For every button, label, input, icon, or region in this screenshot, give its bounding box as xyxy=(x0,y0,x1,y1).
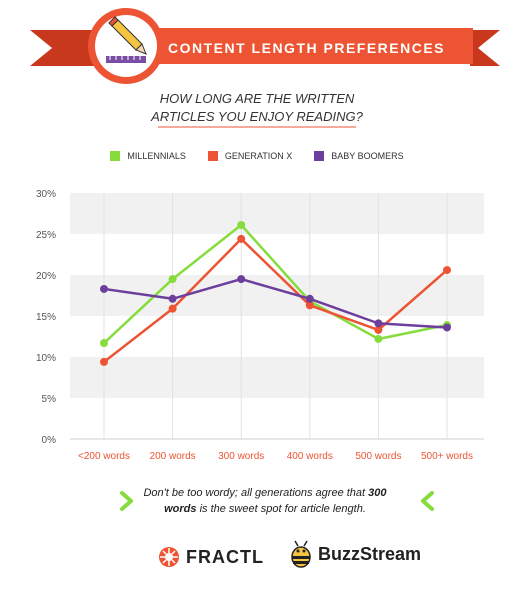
x-tick-label: 200 words xyxy=(150,451,196,462)
legend-label-millennials: MILLENNIALS xyxy=(127,151,186,161)
question-line-2: ARTICLES YOU ENJOY READING? xyxy=(151,109,363,124)
x-tick-label: 500 words xyxy=(355,451,401,462)
banner-tail-right xyxy=(470,30,500,66)
buzzstream-logo: BuzzStream xyxy=(290,540,422,568)
data-point-generation-x xyxy=(168,304,177,313)
chart-caption: Don't be too wordy; all generations agre… xyxy=(140,485,390,517)
legend-item-millennials: MILLENNIALS xyxy=(110,148,186,164)
data-point-generation-x xyxy=(305,301,314,310)
data-point-generation-x xyxy=(100,357,108,366)
data-point-millennials xyxy=(168,275,177,284)
question-underline xyxy=(158,126,356,128)
data-point-generation-x xyxy=(443,266,451,275)
banner-badge-inner xyxy=(95,15,157,77)
series-line-baby-boomers xyxy=(103,277,448,329)
banner-title: CONTENT LENGTH PREFERENCES xyxy=(168,40,446,56)
y-tick-label: 0% xyxy=(42,435,57,446)
chevron-right-icon xyxy=(120,491,133,511)
y-tick-label: 15% xyxy=(36,312,56,323)
x-tick-label: 400 words xyxy=(287,451,333,462)
x-tick-label: 300 words xyxy=(218,451,264,462)
series-line-millennials xyxy=(103,223,448,344)
caption-text-start: Don't be too wordy; all generations agre… xyxy=(143,487,366,499)
grid-band xyxy=(70,357,484,398)
fractl-mark-icon xyxy=(159,547,179,567)
grid-band xyxy=(70,275,484,316)
line-chart: 30% 25% 20% 15% 10% 5% 0% <200 words 200 words 30… xyxy=(36,189,484,462)
legend-swatch-millennials xyxy=(110,151,121,161)
bee-icon xyxy=(291,540,311,568)
legend-item-baby-boomers: BABY BOOMERS xyxy=(314,148,404,164)
data-point-baby-boomers xyxy=(100,284,108,293)
series-line-generation-x xyxy=(103,237,448,363)
grid-band xyxy=(70,193,484,234)
data-point-millennials xyxy=(374,334,383,343)
legend-swatch-generation-x xyxy=(207,151,218,161)
caption-text-end: is the sweet spot for article length. xyxy=(199,503,366,515)
chart-question: HOW LONG ARE THE WRITTEN ARTICLES YOU EN… xyxy=(0,90,514,126)
chart-legend: MILLENNIALS GENERATION X BABY BOOMERS xyxy=(0,148,514,164)
y-tick-label: 10% xyxy=(36,353,56,364)
data-point-millennials xyxy=(237,220,246,229)
fractl-logo: FRACTL xyxy=(158,544,264,570)
data-point-baby-boomers xyxy=(443,323,451,332)
legend-item-generation-x: GENERATION X xyxy=(207,148,293,164)
chevron-left-icon xyxy=(421,491,434,511)
data-point-baby-boomers xyxy=(305,294,314,303)
legend-label-baby-boomers: BABY BOOMERS xyxy=(331,151,404,161)
data-point-millennials xyxy=(100,339,108,348)
data-point-generation-x xyxy=(374,325,383,334)
y-tick-label: 30% xyxy=(36,189,56,200)
data-point-baby-boomers xyxy=(237,275,246,284)
y-tick-label: 25% xyxy=(36,230,56,241)
y-tick-label: 20% xyxy=(36,271,56,282)
question-line-1: HOW LONG ARE THE WRITTEN xyxy=(159,91,355,106)
data-point-baby-boomers xyxy=(374,319,383,328)
legend-label-generation-x: GENERATION X xyxy=(224,151,293,161)
legend-swatch-baby-boomers xyxy=(314,151,325,161)
buzzstream-logo-text: BuzzStream xyxy=(318,544,422,564)
data-point-generation-x xyxy=(237,234,246,243)
data-point-baby-boomers xyxy=(168,294,177,303)
y-tick-label: 5% xyxy=(42,394,57,405)
title-banner xyxy=(30,8,500,84)
caption-highlight: 300 words xyxy=(164,487,387,515)
fractl-logo-text: FRACTL xyxy=(186,547,264,567)
x-tick-label: 500+ words xyxy=(421,451,473,462)
x-tick-label: <200 words xyxy=(78,451,130,462)
pencil-ruler-icon xyxy=(106,16,147,63)
